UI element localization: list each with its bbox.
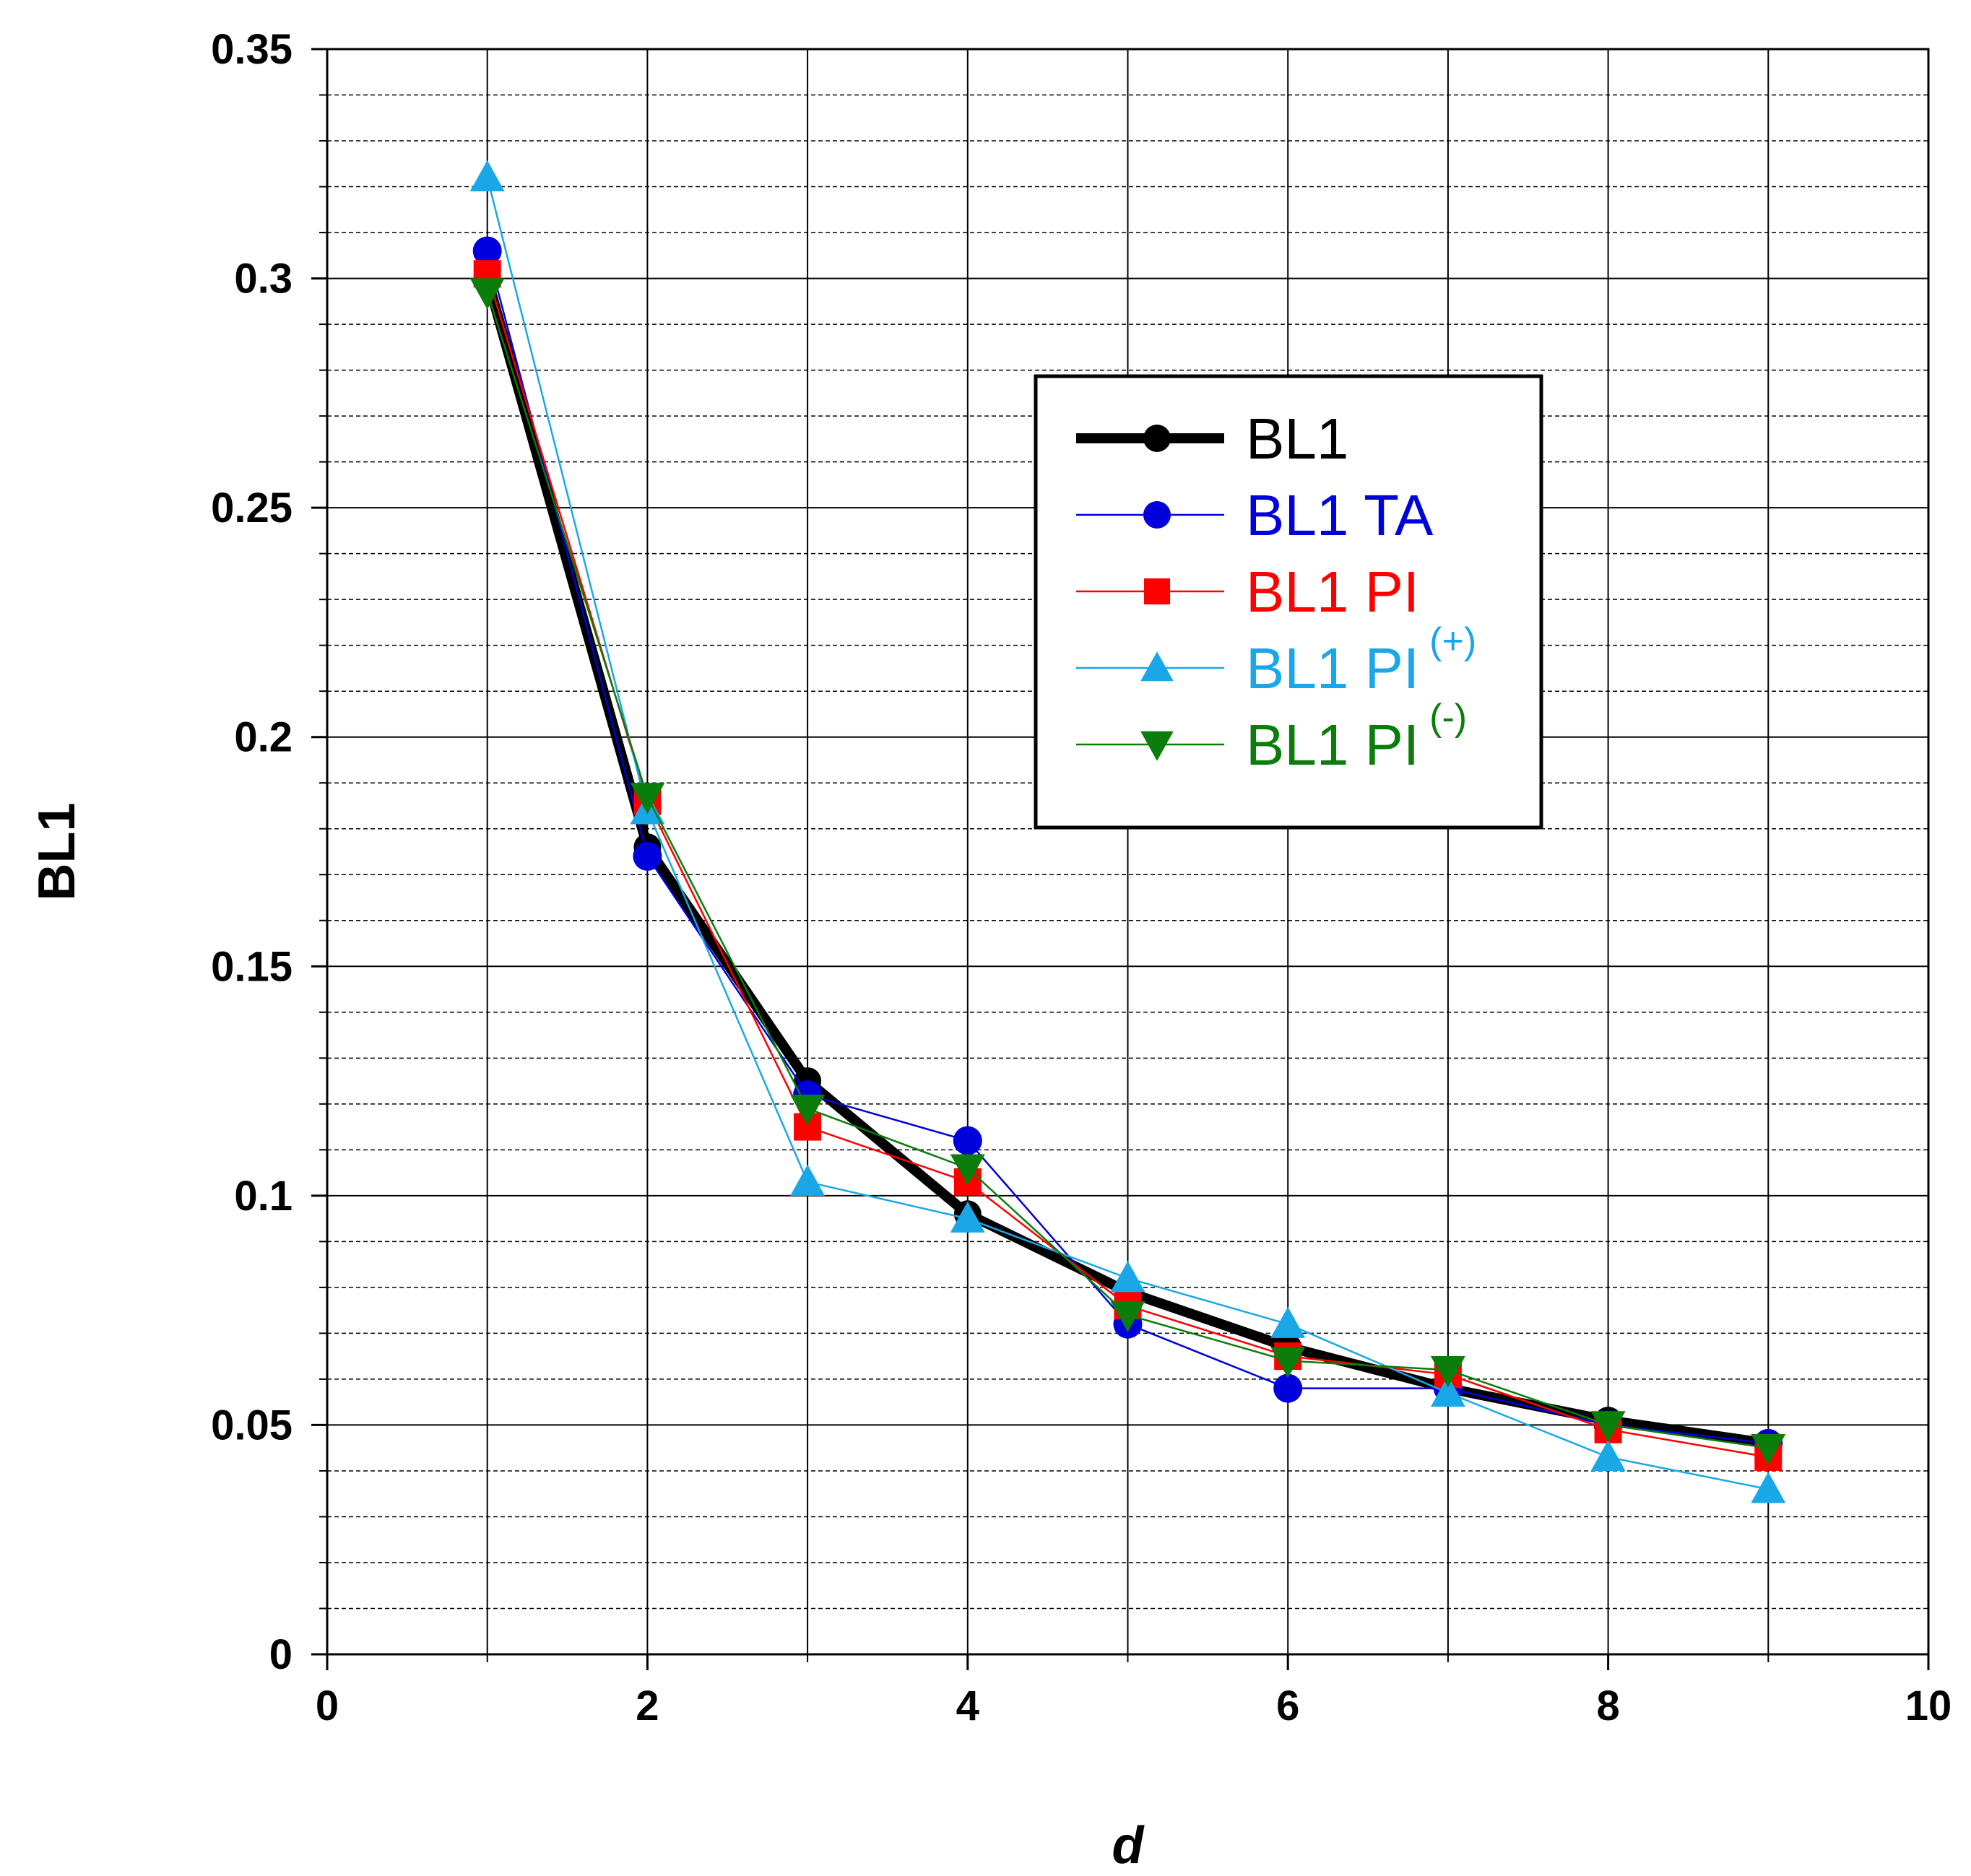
data-point — [630, 783, 665, 815]
grid-major-lines — [327, 49, 1928, 1654]
legend-box — [1034, 374, 1543, 830]
data-point — [1590, 1439, 1626, 1472]
data-point — [790, 1164, 826, 1197]
data-point — [1590, 1411, 1626, 1443]
data-point — [472, 236, 502, 266]
legend-item-0: BL1 — [1076, 407, 1348, 471]
data-point — [1751, 1433, 1786, 1466]
data-point — [1273, 1373, 1303, 1403]
y-axis-title: BL1 — [28, 802, 86, 900]
data-point — [1430, 1356, 1465, 1388]
legend-label: BL1 — [1246, 407, 1348, 471]
y-tick-label: 0.2 — [234, 714, 293, 761]
x-tick-label: 2 — [636, 1682, 659, 1729]
y-tick-label: 0.1 — [234, 1173, 293, 1220]
data-point — [1430, 1375, 1465, 1407]
data-point — [469, 278, 505, 310]
legend-label-superscript: (+) — [1429, 620, 1476, 662]
data-point — [950, 1201, 985, 1233]
legend-item-2: BL1 PI — [1076, 560, 1419, 624]
legend-swatch-marker — [1143, 578, 1171, 605]
legend-swatch-marker — [1140, 651, 1174, 682]
data-point — [1110, 1261, 1145, 1293]
legend-swatch-marker — [1143, 501, 1171, 529]
legend-label: BL1 PI — [1246, 560, 1419, 624]
x-tick-label: 4 — [956, 1682, 979, 1729]
x-axis-title: d — [1112, 1817, 1145, 1875]
legend-swatch-marker — [1140, 731, 1174, 761]
legend-swatch-marker — [1143, 425, 1171, 452]
data-point — [1751, 1472, 1786, 1503]
legend-item-1: BL1 TA — [1076, 483, 1434, 547]
data-point — [790, 1094, 826, 1126]
series-layer — [469, 160, 1786, 1503]
series-3 — [469, 160, 1786, 1503]
y-tick-label: 0.25 — [211, 485, 293, 531]
y-tick-labels: 0 0.05 0.1 0.15 0.2 0.25 0.3 0.35 — [211, 26, 293, 1678]
y-tick-label: 0.3 — [234, 256, 293, 303]
legend-label: BL1 TA — [1246, 483, 1434, 547]
legend-label-superscript: (-) — [1429, 697, 1467, 739]
x-tick-labels: 0 2 4 6 8 10 — [316, 1682, 1951, 1729]
x-tick-label: 10 — [1905, 1682, 1952, 1729]
y-tick-label: 0.15 — [211, 943, 293, 990]
series-4 — [469, 278, 1786, 1466]
data-point — [1270, 1306, 1306, 1338]
data-point — [953, 1126, 982, 1155]
x-tick-label: 0 — [316, 1682, 339, 1729]
y-tick-label: 0.35 — [211, 26, 293, 73]
data-point — [633, 841, 662, 871]
y-tick-label: 0.05 — [211, 1402, 293, 1449]
y-tick-label: 0 — [269, 1631, 293, 1678]
data-point — [950, 1154, 985, 1186]
data-point — [1270, 1347, 1306, 1378]
data-point — [1110, 1300, 1145, 1332]
x-tick-label: 6 — [1276, 1682, 1299, 1729]
tick-marks — [311, 48, 1930, 1670]
data-point — [469, 160, 505, 192]
x-tick-label: 8 — [1596, 1682, 1619, 1729]
